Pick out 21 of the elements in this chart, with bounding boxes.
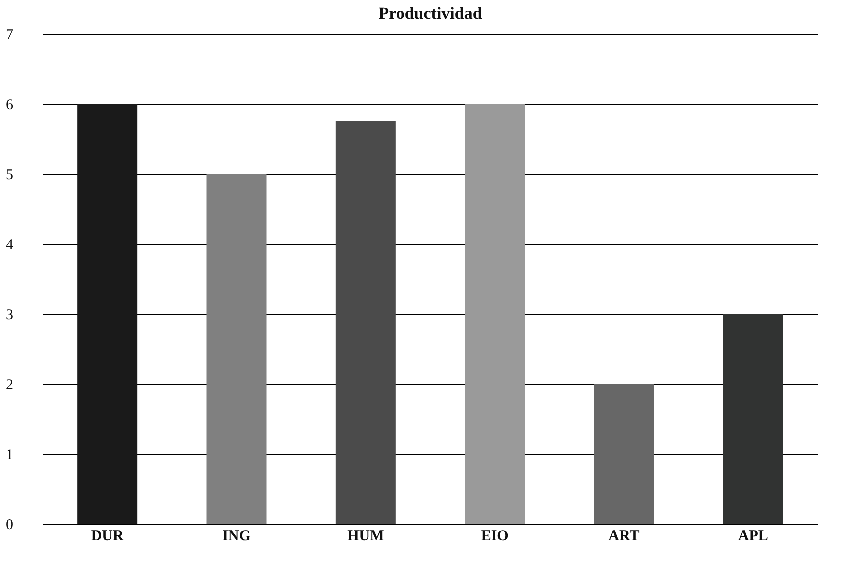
x-tick-label: ING: [222, 528, 252, 544]
y-tick-label: 2: [6, 378, 14, 394]
bar: [594, 384, 654, 524]
x-tick-label: EIO: [481, 528, 509, 544]
x-tick-label: APL: [738, 528, 768, 544]
y-tick-label: 4: [6, 238, 14, 254]
x-tick-label: DUR: [91, 528, 124, 544]
y-tick-label: 7: [6, 28, 14, 44]
bar: [465, 104, 526, 524]
chart-title: Productividad: [378, 4, 483, 23]
y-tick-label: 0: [6, 518, 14, 534]
bar: [723, 314, 784, 524]
x-tick-label: ART: [608, 528, 640, 544]
x-tick-label: HUM: [348, 528, 384, 544]
y-tick-label: 6: [6, 98, 14, 114]
bar: [206, 174, 267, 524]
bar: [78, 104, 138, 524]
y-tick-label: 5: [6, 168, 14, 184]
bar: [336, 122, 396, 524]
y-tick-label: 3: [6, 308, 14, 324]
y-tick-label: 1: [6, 448, 14, 464]
